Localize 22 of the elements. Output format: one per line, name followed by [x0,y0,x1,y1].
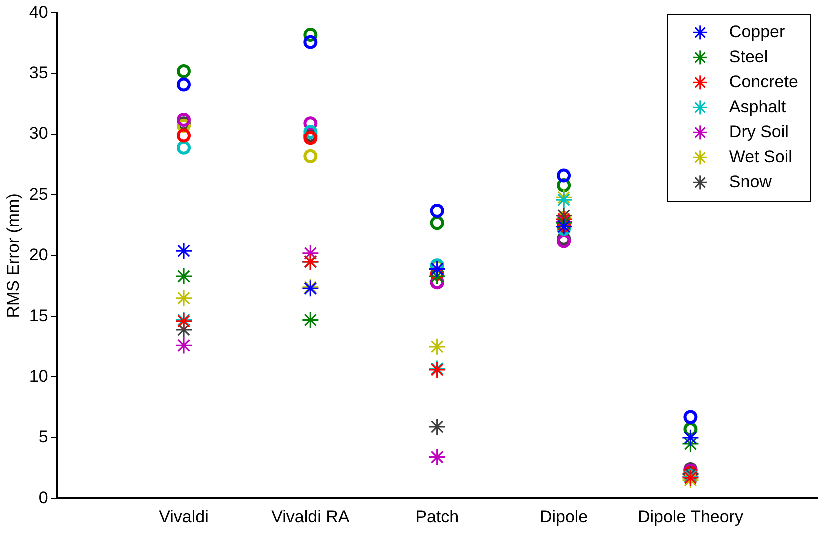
y-tick-label: 30 [29,124,48,144]
y-tick-label: 40 [29,2,48,22]
x-tick-label: Vivaldi RA [272,507,350,526]
y-axis-title: RMS Error (mm) [4,194,23,318]
y-tick-label: 35 [29,64,48,83]
y-tick-label: 10 [29,366,48,386]
y-tick-label: 20 [29,246,48,265]
x-tick-label: Vivaldi [159,507,209,526]
legend-label: Concrete [729,72,798,92]
y-tick-label: 5 [38,428,48,447]
legend-label: Steel [729,47,768,66]
y-tick-label: 25 [29,184,48,204]
x-tick-label: Dipole Theory [638,507,744,526]
legend-label: Dry Soil [729,122,789,142]
x-tick-label: Dipole [540,507,588,526]
y-tick-label: 15 [29,306,48,326]
x-tick-label: Patch [416,507,460,526]
legend-label: Copper [729,22,786,42]
legend-label: Wet Soil [729,147,792,166]
y-tick-label: 0 [38,488,48,508]
legend-label: Asphalt [729,97,786,116]
legend-label: Snow [729,172,773,192]
